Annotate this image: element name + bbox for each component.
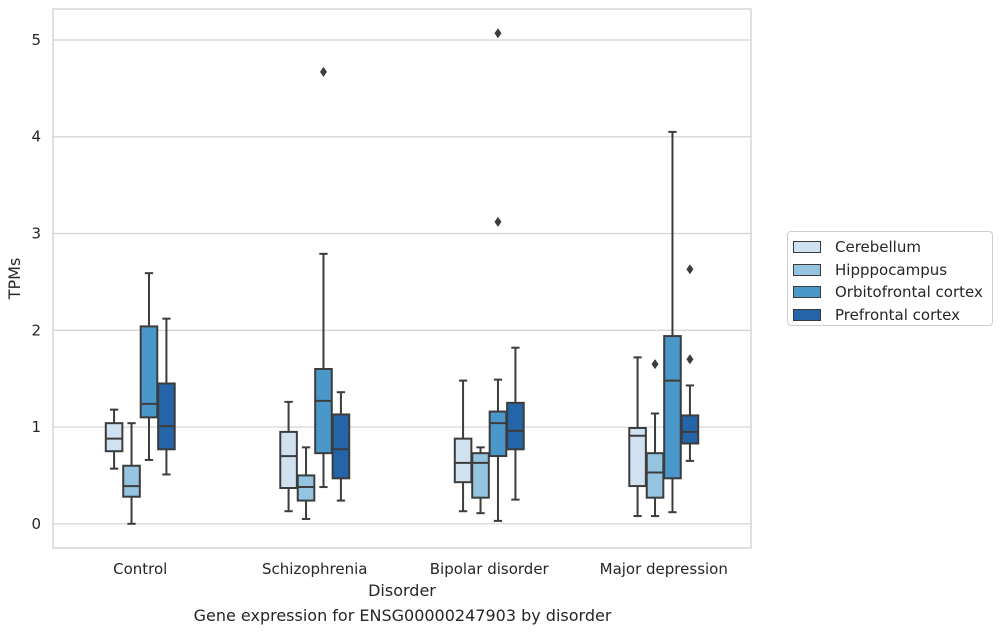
legend-swatch [793, 263, 821, 276]
box [104, 422, 124, 453]
x-tick-label: Control [113, 560, 167, 578]
outlier-point [686, 354, 694, 365]
box-group [279, 400, 298, 513]
box-group [471, 446, 490, 515]
box-group [453, 379, 473, 513]
x-tick-label: Schizophrenia [262, 560, 367, 578]
box-group [663, 130, 682, 514]
box [139, 325, 159, 419]
y-tick-label: 1 [31, 418, 41, 436]
y-tick-labels: 0 1 2 3 4 5 [31, 31, 41, 533]
box [157, 382, 176, 451]
box-group [314, 66, 333, 489]
legend-item-cerebellum: Cerebellum [793, 236, 992, 259]
box-group [139, 272, 159, 461]
outlier-point [494, 216, 502, 227]
box [506, 401, 525, 451]
x-axis-title: Disorder [368, 581, 436, 600]
legend-item-hippocampus: Hipppocampus [793, 259, 992, 282]
legend-label: Prefrontal cortex [835, 305, 960, 324]
box [279, 430, 298, 490]
box-group [122, 422, 141, 525]
box-group [680, 264, 700, 462]
y-tick-label: 3 [31, 225, 41, 243]
outlier-point [494, 28, 502, 39]
box-group [506, 346, 525, 501]
outlier-point [651, 359, 659, 370]
legend-label: Hipppocampus [835, 260, 948, 279]
box [680, 414, 700, 445]
legend-swatch [793, 308, 821, 321]
box [663, 335, 682, 480]
box-group [331, 391, 351, 502]
box [331, 413, 351, 480]
box-group [488, 28, 508, 522]
legend-item-orbitofrontal-cortex: Orbitofrontal cortex [793, 281, 992, 304]
box [453, 437, 473, 484]
box [488, 410, 508, 458]
box-marks [104, 28, 700, 525]
y-axis-title: TPMs [5, 258, 24, 301]
y-tick-label: 2 [31, 321, 41, 339]
box-group [628, 356, 647, 518]
legend-item-prefrontal-cortex: Prefrontal cortex [793, 304, 992, 327]
box-group [645, 359, 665, 518]
legend-swatch [793, 286, 821, 299]
box-group [157, 317, 176, 476]
box [645, 452, 665, 499]
box [471, 452, 490, 499]
x-tick-label: Bipolar disorder [430, 560, 550, 578]
box [314, 367, 333, 455]
box-group [296, 446, 316, 520]
legend-label: Orbitofrontal cortex [835, 283, 983, 302]
x-tick-label: Major depression [600, 560, 728, 578]
y-tick-label: 0 [31, 515, 41, 533]
legend: Cerebellum Hipppocampus Orbitofrontal co… [787, 231, 993, 326]
plot-frame [52, 8, 752, 549]
outlier-point [686, 264, 694, 275]
x-tick-labels: Control Schizophrenia Bipolar disorder Majo… [113, 560, 728, 578]
figure-caption: Gene expression for ENSG00000247903 by d… [193, 606, 612, 625]
box-group [104, 408, 124, 470]
y-tick-label: 5 [31, 31, 41, 49]
legend-swatch [793, 241, 821, 254]
outlier-point [319, 66, 327, 77]
box [122, 464, 141, 498]
y-tick-label: 4 [31, 128, 41, 146]
legend-label: Cerebellum [835, 238, 921, 257]
